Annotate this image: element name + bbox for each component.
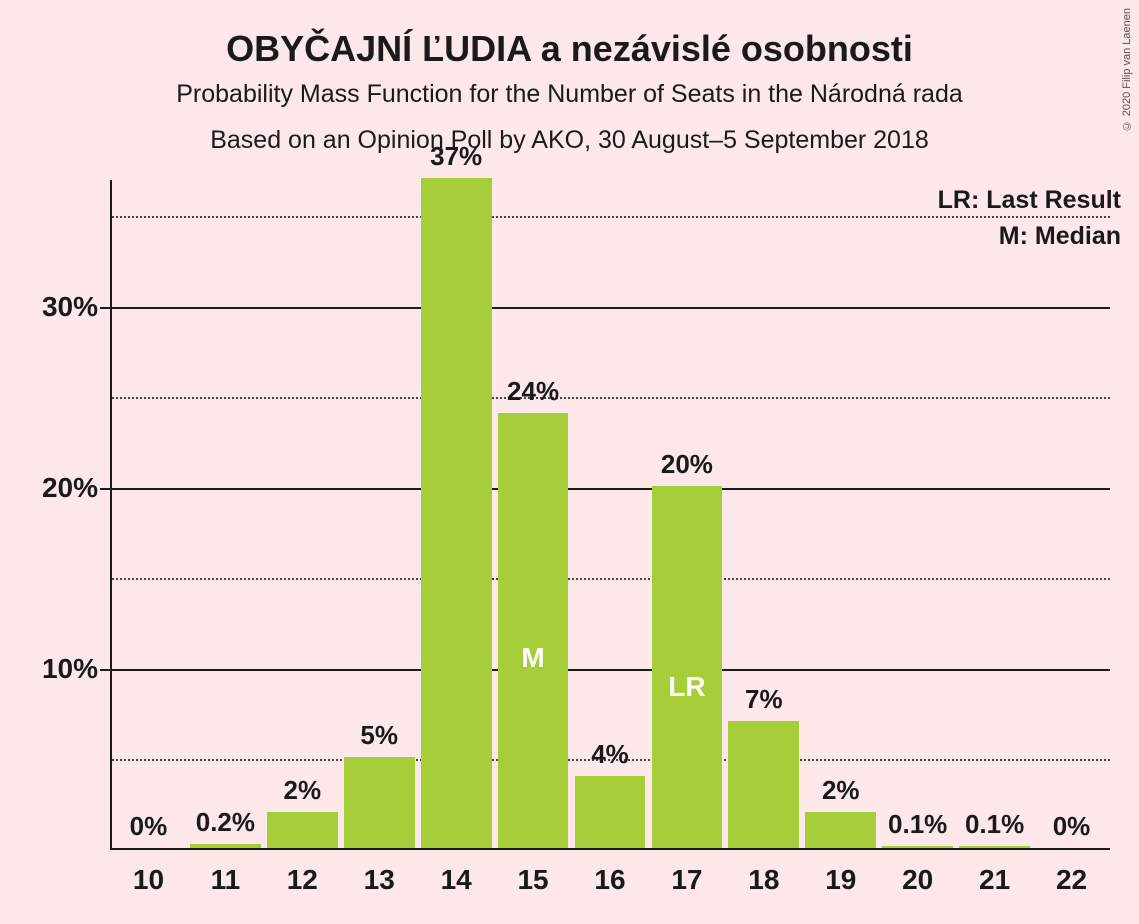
grid-line [112, 488, 1110, 490]
bar: 7% [728, 721, 799, 848]
bar-value-label: 2% [284, 775, 322, 806]
bar: 24%M [498, 413, 569, 848]
bar-tag: LR [652, 671, 723, 703]
grid-line [112, 669, 1110, 671]
y-tick-label: 30% [42, 291, 98, 323]
bar-value-label: 7% [745, 684, 783, 715]
chart-subtitle-2: Based on an Opinion Poll by AKO, 30 Augu… [0, 126, 1139, 155]
bar: 20%LR [652, 486, 723, 848]
grid-line-minor [112, 397, 1110, 399]
x-axis [110, 848, 1110, 850]
bar-value-label: 0% [1053, 811, 1091, 842]
bar: 2% [267, 812, 338, 848]
grid-line-minor [112, 578, 1110, 580]
bar: 0.1% [882, 846, 953, 848]
bar: 2% [805, 812, 876, 848]
grid-line [112, 307, 1110, 309]
x-tick-label: 14 [441, 864, 472, 896]
copyright-text: © 2020 Filip van Laenen [1121, 8, 1133, 131]
grid-line-minor [112, 216, 1110, 218]
x-tick-label: 10 [133, 864, 164, 896]
x-tick-label: 22 [1056, 864, 1087, 896]
x-tick-label: 17 [671, 864, 702, 896]
bar-value-label: 24% [507, 376, 559, 407]
bar-tag: M [498, 642, 569, 674]
chart-subtitle-1: Probability Mass Function for the Number… [0, 80, 1139, 109]
plot-area: 10%20%30%0%100.2%112%125%1337%1424%M154%… [110, 180, 1110, 850]
x-tick-label: 12 [287, 864, 318, 896]
bar-value-label: 0.2% [196, 807, 255, 838]
x-tick-label: 21 [979, 864, 1010, 896]
chart-title: OBYČAJNÍ ĽUDIA a nezávislé osobnosti [0, 28, 1139, 70]
bar: 5% [344, 757, 415, 848]
bar-value-label: 0% [130, 811, 168, 842]
bar: 0.1% [959, 846, 1030, 848]
y-tick-mark [100, 307, 110, 309]
bar-value-label: 4% [591, 739, 629, 770]
bar-value-label: 2% [822, 775, 860, 806]
x-tick-label: 11 [211, 864, 241, 896]
bar-value-label: 20% [661, 449, 713, 480]
x-tick-label: 19 [825, 864, 856, 896]
bar-value-label: 0.1% [965, 809, 1024, 840]
bar-value-label: 0.1% [888, 809, 947, 840]
y-tick-label: 20% [42, 472, 98, 504]
y-tick-mark [100, 488, 110, 490]
bar: 0.2% [190, 844, 261, 848]
chart-container: OBYČAJNÍ ĽUDIA a nezávislé osobnosti Pro… [0, 0, 1139, 924]
x-tick-label: 16 [594, 864, 625, 896]
x-tick-label: 20 [902, 864, 933, 896]
bar: 4% [575, 776, 646, 848]
bar-value-label: 37% [430, 141, 482, 172]
x-tick-label: 18 [748, 864, 779, 896]
y-tick-label: 10% [42, 653, 98, 685]
bar-value-label: 5% [360, 720, 398, 751]
bar: 37% [421, 178, 492, 848]
y-axis [110, 180, 112, 850]
x-tick-label: 15 [517, 864, 548, 896]
x-tick-label: 13 [364, 864, 395, 896]
y-tick-mark [100, 669, 110, 671]
